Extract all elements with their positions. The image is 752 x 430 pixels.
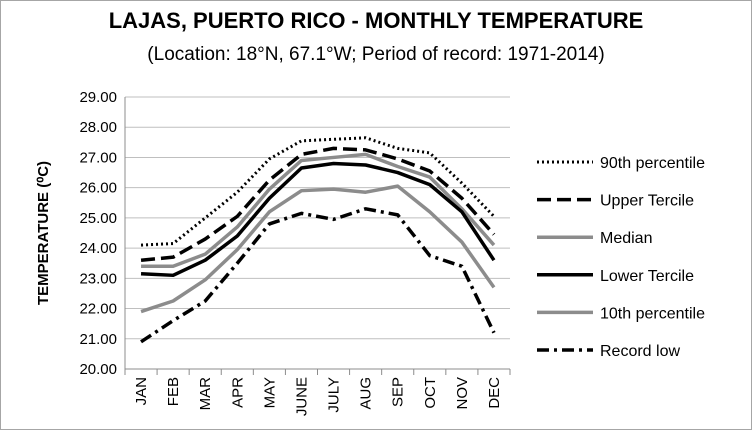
legend-label: Record low xyxy=(600,343,680,360)
x-tick-label: AUG xyxy=(358,377,375,410)
y-tick-label: 28.00 xyxy=(79,119,117,136)
x-tick-label: FEB xyxy=(165,377,182,406)
x-tick-label: NOV xyxy=(454,377,471,410)
y-tick-label: 20.00 xyxy=(79,361,117,378)
chart-title: LAJAS, PUERTO RICO - MONTHLY TEMPERATURE xyxy=(108,8,644,33)
y-tick-label: 22.00 xyxy=(79,301,117,318)
x-tick-label: APR xyxy=(229,377,246,408)
legend-label: 10th percentile xyxy=(600,305,705,322)
series-line-6 xyxy=(140,207,496,344)
y-tick-label: 29.00 xyxy=(79,89,117,106)
series-line-5 xyxy=(140,184,496,314)
x-tick-label: SEP xyxy=(390,377,407,407)
y-tick-label: 27.00 xyxy=(79,149,117,166)
y-axis-title: TEMPERATURE (⁰C) xyxy=(35,161,52,305)
y-tick-label: 25.00 xyxy=(79,210,117,227)
series-line-1 xyxy=(140,136,496,247)
y-tick-label: 24.00 xyxy=(79,240,117,257)
x-tick-label: DEC xyxy=(486,377,503,409)
series-line-4 xyxy=(140,161,496,278)
legend-label: Upper Tercile xyxy=(600,193,694,210)
legend-label: Median xyxy=(600,230,652,247)
series-line-3 xyxy=(141,152,496,268)
x-tick-label: JAN xyxy=(133,377,150,405)
y-tick-label: 26.00 xyxy=(79,180,117,197)
x-tick-label: JUNE xyxy=(293,377,310,416)
x-tick-label: OCT xyxy=(422,377,439,409)
x-tick-label: MAY xyxy=(261,377,278,408)
y-tick-label: 21.00 xyxy=(79,331,117,348)
chart-subtitle: (Location: 18°N, 67.1°W; Period of recor… xyxy=(147,44,605,65)
x-tick-label: MAR xyxy=(197,377,214,411)
legend-label: Lower Tercile xyxy=(600,268,694,285)
legend-label: 90th percentile xyxy=(600,155,705,172)
x-tick-label: JULY xyxy=(326,377,343,413)
y-tick-label: 23.00 xyxy=(79,270,117,287)
series-line-2 xyxy=(140,146,496,262)
